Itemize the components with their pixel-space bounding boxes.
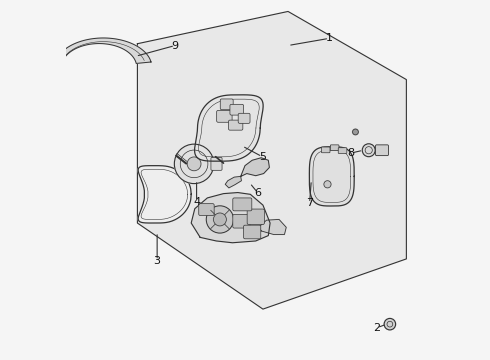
FancyBboxPatch shape [220,99,233,110]
FancyBboxPatch shape [199,204,214,216]
Text: 9: 9 [172,41,179,50]
Polygon shape [138,166,191,223]
FancyBboxPatch shape [238,113,250,123]
FancyBboxPatch shape [321,147,330,153]
Circle shape [362,144,375,157]
Circle shape [384,319,395,330]
Polygon shape [191,193,270,243]
Circle shape [174,144,214,184]
Text: 7: 7 [306,198,313,208]
FancyBboxPatch shape [233,198,252,211]
FancyBboxPatch shape [247,209,265,225]
FancyBboxPatch shape [230,104,244,115]
FancyBboxPatch shape [211,157,222,170]
FancyBboxPatch shape [244,225,261,239]
Circle shape [324,181,331,188]
Text: 5: 5 [259,152,266,162]
Polygon shape [195,95,263,161]
Polygon shape [225,176,242,188]
FancyBboxPatch shape [233,215,250,228]
Text: 1: 1 [326,33,333,43]
FancyBboxPatch shape [330,145,339,150]
Polygon shape [309,147,354,206]
Polygon shape [55,38,151,65]
Circle shape [214,213,226,226]
Polygon shape [259,220,286,234]
Circle shape [206,206,234,233]
Text: 3: 3 [154,256,161,266]
Text: 4: 4 [193,197,200,207]
FancyBboxPatch shape [338,148,347,153]
Text: 2: 2 [373,323,381,333]
FancyBboxPatch shape [217,111,232,122]
FancyBboxPatch shape [375,145,389,156]
Polygon shape [137,12,406,309]
Circle shape [187,157,201,171]
Text: 6: 6 [254,188,261,198]
FancyBboxPatch shape [228,120,243,130]
Polygon shape [241,158,270,176]
Text: 8: 8 [347,148,354,158]
Circle shape [353,129,358,135]
